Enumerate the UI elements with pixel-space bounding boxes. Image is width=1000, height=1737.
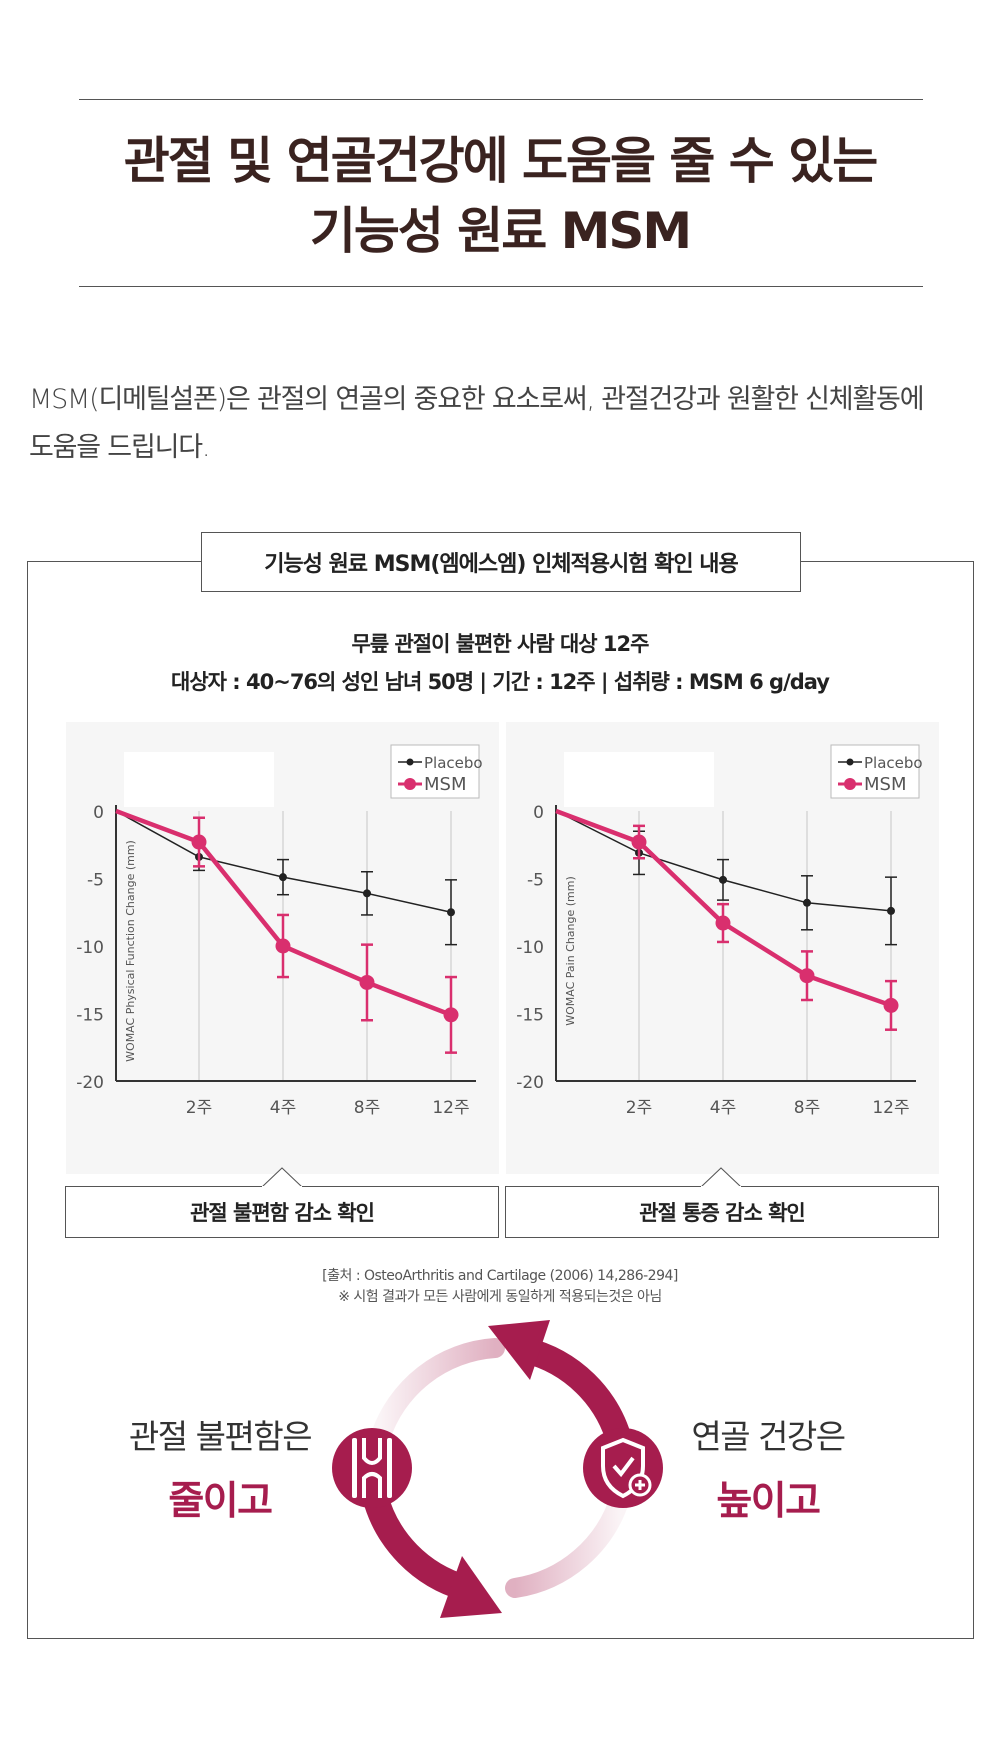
data-point-placebo [887, 906, 895, 915]
y-tick-label: -15 [76, 1006, 104, 1026]
source-citation: [출처 : OsteoArthritis and Cartilage (2006… [322, 1268, 678, 1284]
study-details: 대상자 : 40~76의 성인 남녀 50명 | 기간 : 12주 | 섭취량 … [171, 670, 830, 694]
legend-label: Placebo [424, 754, 483, 772]
shield-plus-icon [583, 1428, 663, 1508]
data-point-placebo [803, 898, 811, 907]
x-tick-label: 12주 [432, 1098, 469, 1118]
arrow-arc-up [521, 1337, 633, 1447]
data-point-msm [191, 834, 207, 850]
legend-label: MSM [424, 774, 467, 795]
joint-icon [332, 1428, 412, 1508]
data-point-msm [715, 915, 731, 931]
y-tick-label: -20 [76, 1073, 104, 1093]
bottom-divider [79, 286, 923, 287]
x-tick-label: 4주 [270, 1098, 296, 1118]
caption-physical: 관절 불편함 감소 확인 [65, 1186, 499, 1238]
faint-arc-top [370, 1338, 505, 1448]
legend-box [830, 744, 920, 799]
cycle-right-label: 연골 건강은 높이고 [668, 1410, 868, 1526]
caption-notch-right [701, 1167, 741, 1188]
page-title-line2: 기능성 원료 MSM [309, 202, 692, 260]
legend: Placebo MSM [390, 744, 483, 799]
arrow-head-up [488, 1320, 550, 1380]
data-point-placebo [447, 908, 455, 917]
data-point-msm [631, 834, 647, 850]
x-tick-label: 8주 [794, 1098, 820, 1118]
data-point-msm [275, 938, 291, 954]
caption-notch-left [262, 1167, 302, 1188]
cycle-left-line1: 관절 불편함은 [128, 1417, 313, 1456]
study-tab-title: 기능성 원료 MSM(엠에스엠) 인체적용시험 확인 내용 [201, 532, 801, 592]
legend-box [390, 744, 480, 799]
y-tick-label: -10 [76, 938, 104, 958]
legend-marker [406, 758, 414, 766]
arrow-head-down [440, 1556, 502, 1618]
page-title-line1: 관절 및 연골건강에 도움을 줄 수 있는 [123, 132, 878, 190]
y-axis-label: WOMAC Physical Function Change (mm) [124, 840, 137, 1062]
faint-arc-bottom [505, 1488, 630, 1598]
legend-marker [846, 758, 854, 766]
source-disclaimer: ※ 시험 결과가 모든 사람에게 동일하게 적용되는것은 아님 [338, 1289, 662, 1305]
y-tick-label: 0 [93, 803, 104, 823]
top-divider [79, 99, 923, 100]
y-tick-label: -5 [527, 871, 544, 891]
cycle-left-line2: 줄이고 [168, 1479, 273, 1524]
legend-marker [404, 778, 416, 790]
x-tick-label: 12주 [872, 1098, 909, 1118]
legend-marker [844, 778, 856, 790]
y-axis-label: WOMAC Pain Change (mm) [564, 876, 577, 1026]
legend: Placebo MSM [830, 744, 923, 799]
y-tick-label: -15 [516, 1006, 544, 1026]
x-tick-label: 2주 [186, 1098, 212, 1118]
x-tick-label: 8주 [354, 1098, 380, 1118]
data-point-placebo [279, 873, 287, 882]
y-tick-label: 0 [533, 803, 544, 823]
data-point-msm [359, 974, 375, 990]
study-subject: 무릎 관절이 불편한 사람 대상 12주 [351, 632, 650, 656]
y-tick-label: -10 [516, 938, 544, 958]
intro-line2: 도움을 드립니다. [29, 432, 210, 463]
cycle-left-label: 관절 불편함은 줄이고 [110, 1410, 330, 1526]
label-patch [124, 752, 274, 807]
legend-label: Placebo [864, 754, 923, 772]
cycle-graphic [332, 1320, 663, 1618]
cycle-right-line1: 연골 건강은 [691, 1417, 846, 1456]
label-patch [564, 752, 714, 807]
x-tick-label: 4주 [710, 1098, 736, 1118]
data-point-msm [883, 997, 899, 1013]
data-point-placebo [363, 889, 371, 898]
intro-text: MSM(디메틸설폰)은 관절의 연골의 중요한 요소로써, 관절건강과 원활한 … [29, 376, 979, 472]
y-tick-label: -20 [516, 1073, 544, 1093]
data-point-msm [443, 1007, 459, 1023]
y-tick-label: -5 [87, 871, 104, 891]
chart-pain: 0 -5 -10 -15 -20 2주 4주 8주 12주 WOMAC Pain Change (… [516, 744, 923, 1118]
legend-label: MSM [864, 774, 907, 795]
x-tick-label: 2주 [626, 1098, 652, 1118]
arrow-arc-down [362, 1492, 469, 1601]
cycle-right-line2: 높이고 [716, 1479, 821, 1524]
intro-line1: MSM(디메틸설폰)은 관절의 연골의 중요한 요소로써, 관절건강과 원활한 … [29, 384, 925, 415]
data-point-msm [799, 968, 815, 984]
caption-pain: 관절 통증 감소 확인 [505, 1186, 939, 1238]
chart-physical-function: 0 -5 -10 -15 -20 2주 4주 8주 12주 WOMAC Physical Func… [76, 744, 483, 1118]
data-point-placebo [719, 875, 727, 884]
